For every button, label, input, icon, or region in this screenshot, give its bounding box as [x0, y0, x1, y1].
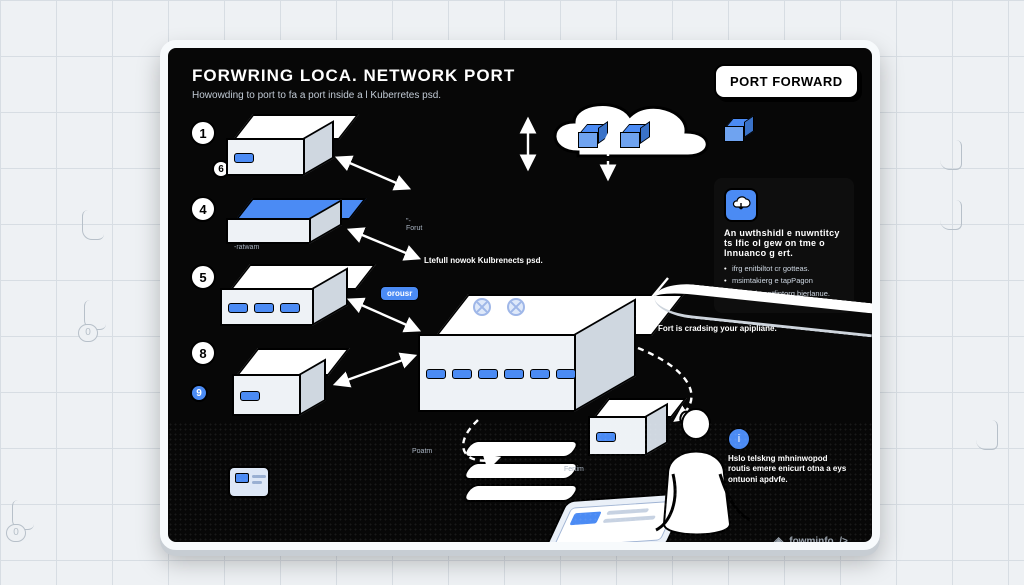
monitor-icon [228, 466, 270, 498]
footer-text: fowminfo ./> [789, 536, 848, 547]
card-title: FORWRING LOCA. NETWORK PORT [192, 66, 515, 86]
arrow [350, 230, 418, 258]
cloud-download-icon [724, 188, 758, 222]
port-slot [280, 303, 300, 313]
step-marker-4: 4 [190, 196, 216, 222]
arrow [350, 300, 418, 330]
disk-layer [460, 484, 581, 502]
step-marker-8: 8 [190, 340, 216, 366]
annotation-text: Fertim [564, 466, 584, 473]
box-caption: -ratwam [234, 244, 259, 251]
center-router [418, 294, 638, 414]
left-box-3 [232, 348, 328, 418]
annotation-text: Poatm [412, 448, 432, 455]
disk-layer [460, 440, 581, 458]
arrow [338, 158, 408, 188]
infographic-card: FORWRING LOCA. NETWORK PORT Howowding to… [160, 40, 880, 550]
fan-vent-icon [473, 298, 491, 316]
left-box-1: -ratwam [226, 198, 344, 246]
grid-connector [976, 420, 998, 450]
grid-pill: 0 [78, 324, 98, 342]
step-marker-9: 9 [190, 384, 208, 402]
port-slot [228, 303, 248, 313]
mid-caption-text: Ltefull nowok Kulbrenects psd. [424, 256, 544, 266]
grid-connector [940, 200, 962, 230]
info-bullet: msimtakierg e tapPagon [724, 276, 844, 285]
info-bullet: ifrg enitbiltot cr gotteas. [724, 264, 844, 273]
port-slot [234, 153, 254, 163]
grid-connector [940, 140, 962, 170]
arrow [336, 356, 414, 384]
step-marker-1: 1 [190, 120, 216, 146]
port-slot [556, 369, 576, 379]
port-slot [452, 369, 472, 379]
info-panel-heading: An uwthshidl e nuwntitcy ts Ific ol gew … [724, 228, 844, 258]
port-slot [240, 391, 260, 401]
card-subtitle: Howowding to port to fa a port inside a … [192, 90, 441, 101]
fan-vent-icon [507, 298, 525, 316]
k8s-cube-icon [578, 124, 608, 154]
diamond-icon: ◈ [774, 534, 783, 548]
grid-connector [82, 210, 104, 240]
port-slot [504, 369, 524, 379]
user-figure [638, 404, 758, 550]
port-slot [530, 369, 550, 379]
left-box-0 [226, 114, 336, 178]
port-slot [254, 303, 274, 313]
k8s-cube-icon [620, 124, 650, 154]
port-forward-button[interactable]: PORT FORWARD [714, 64, 859, 99]
port-slot [596, 432, 616, 442]
footer-mark: ◈ fowminfo ./> [774, 534, 848, 548]
annotation-text: "-Forut [406, 218, 422, 232]
k8s-cube-icon [724, 118, 754, 148]
port-slot [426, 369, 446, 379]
grid-pill: 0 [6, 524, 26, 542]
mid-caption: Ltefull nowok Kulbrenects psd. [424, 256, 544, 269]
step-marker-5: 5 [190, 264, 216, 290]
chip-label: orousr [380, 286, 419, 301]
left-box-2 [220, 264, 350, 328]
port-slot [478, 369, 498, 379]
